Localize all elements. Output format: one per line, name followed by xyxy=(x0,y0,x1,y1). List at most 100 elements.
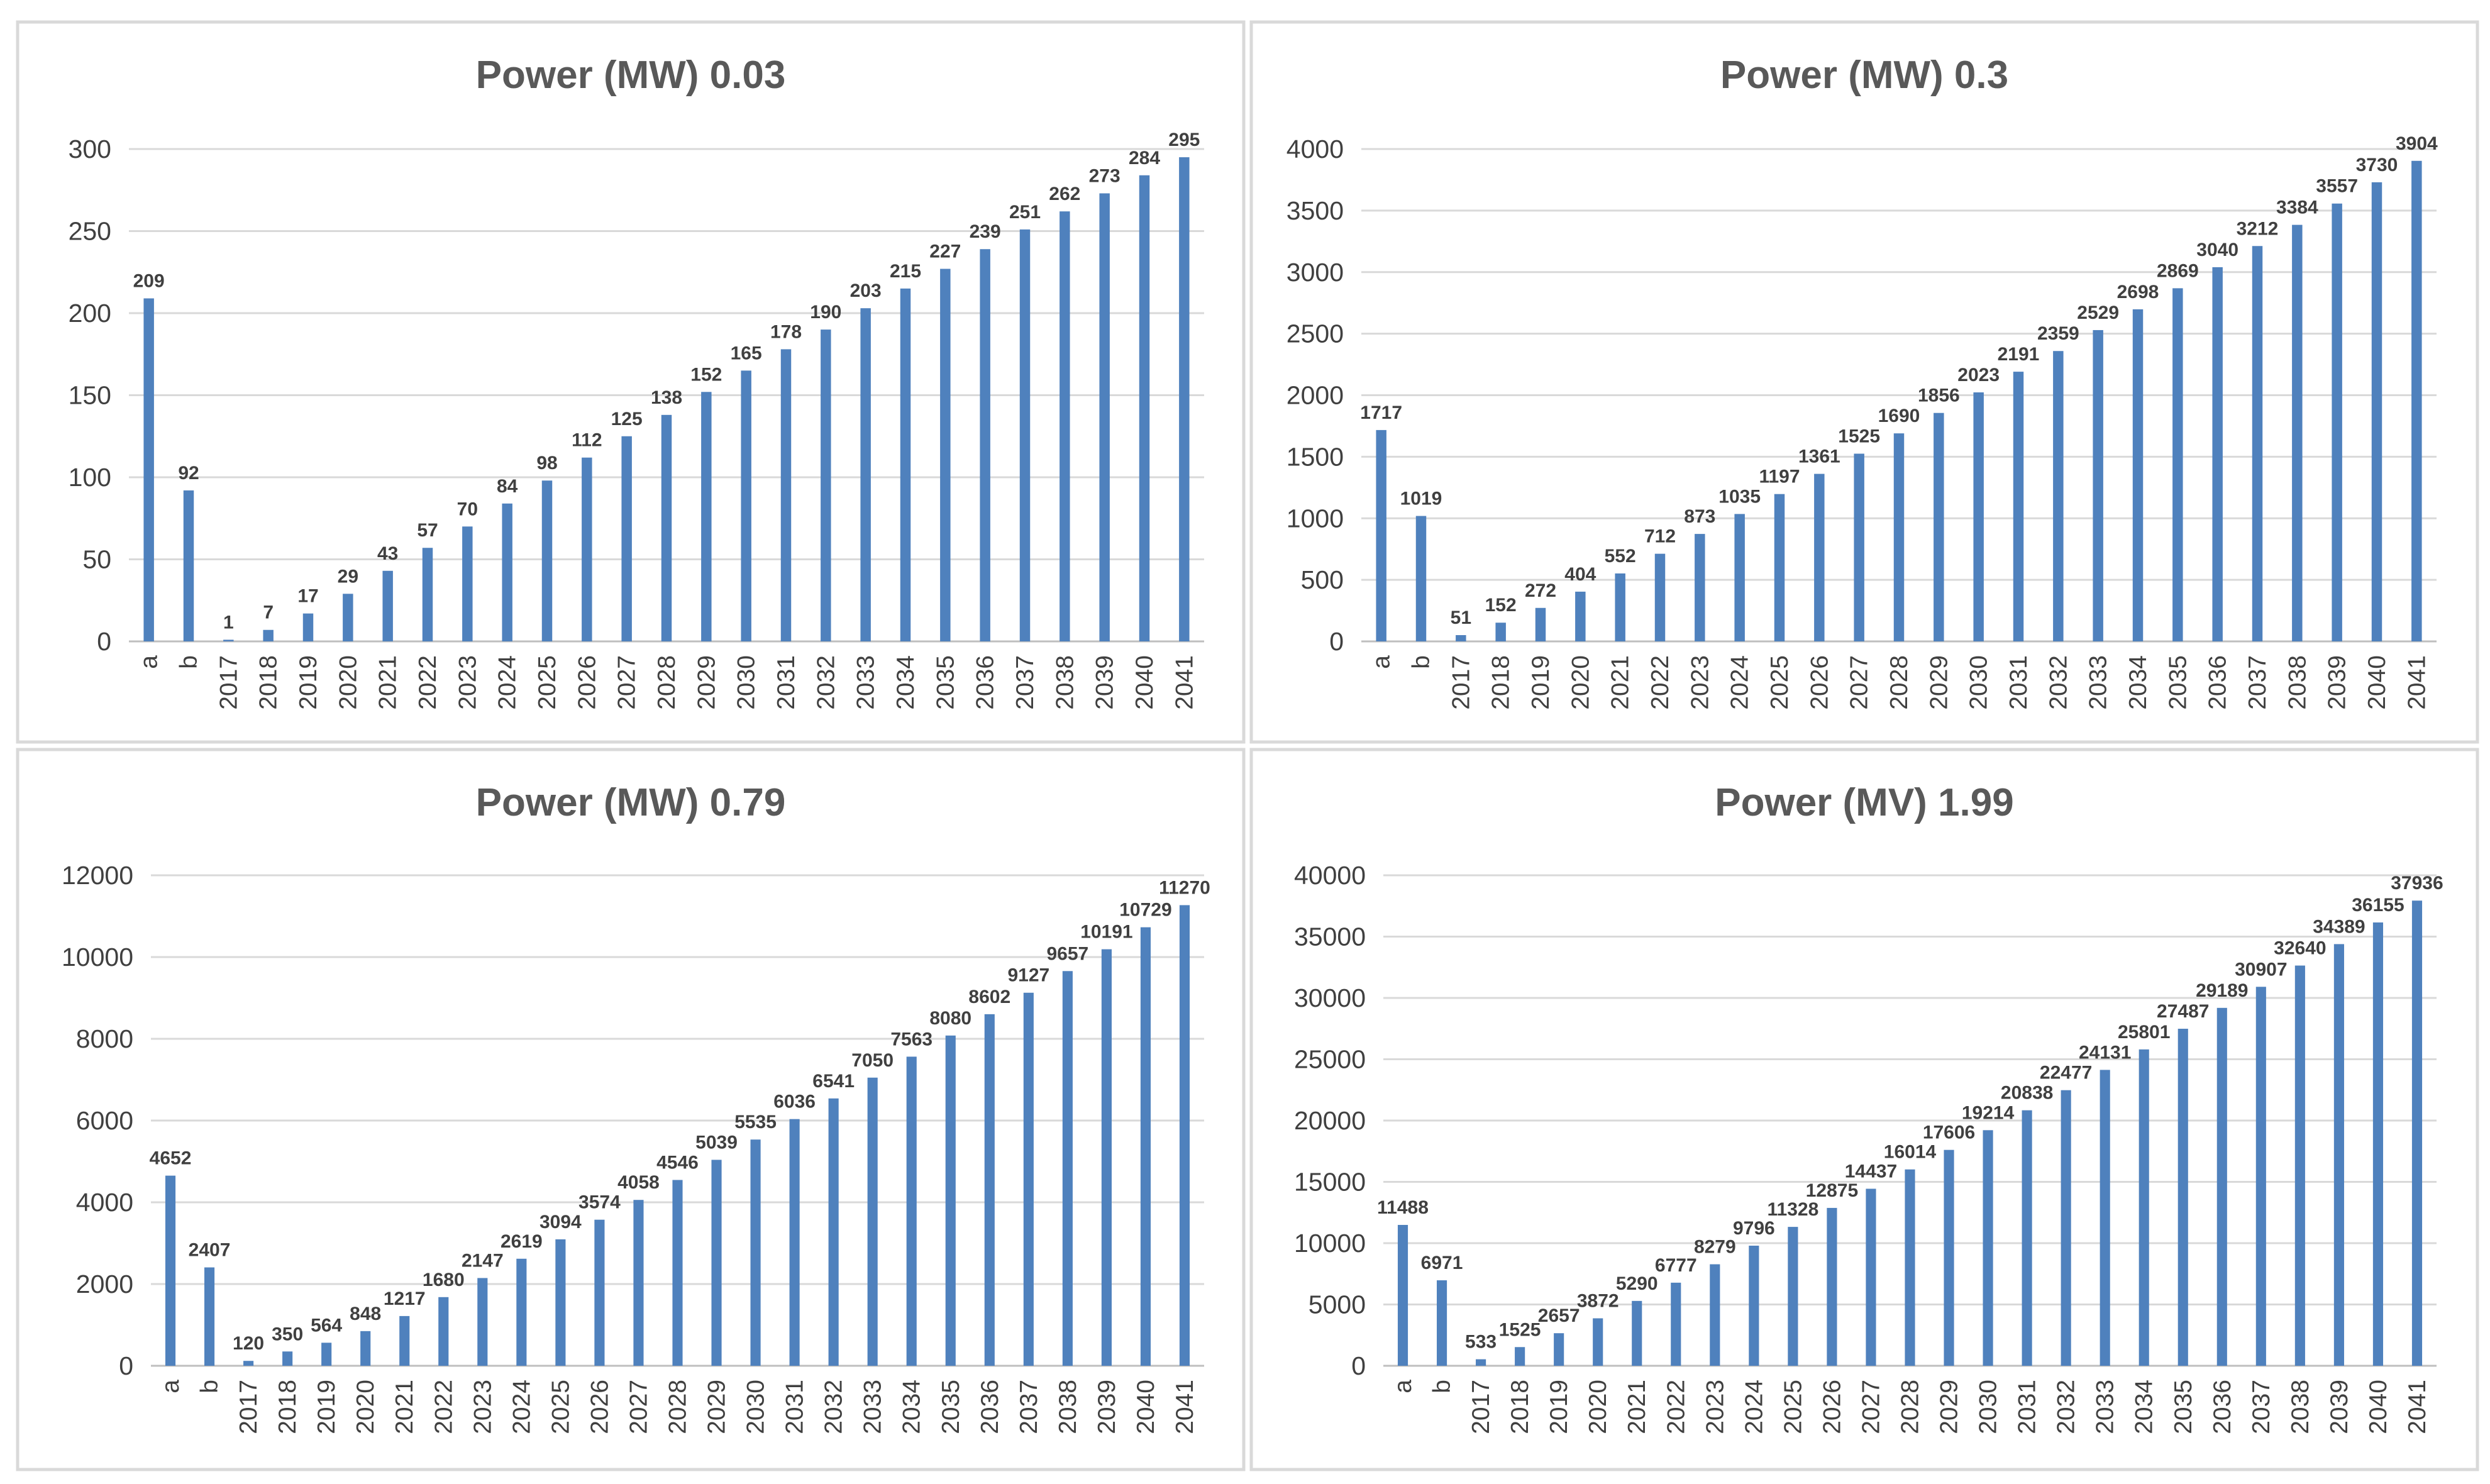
bar-2040 xyxy=(2372,922,2384,1366)
x-tick-label: 2021 xyxy=(391,1380,418,1434)
x-tick-label: 2019 xyxy=(313,1380,340,1434)
bar-2018 xyxy=(282,1351,293,1366)
x-tick-label: b xyxy=(196,1380,223,1393)
x-tick-label: 2040 xyxy=(1132,1380,1159,1434)
bar-2033 xyxy=(2093,329,2103,641)
x-tick-label: 2035 xyxy=(2164,655,2191,710)
x-tick-label: 2018 xyxy=(274,1380,301,1434)
chart-panel-border xyxy=(1249,748,2479,1471)
data-label: 3212 xyxy=(2237,218,2279,239)
x-tick-label: 2028 xyxy=(1897,1380,1924,1434)
x-tick-label: b xyxy=(175,655,202,669)
data-label: 29 xyxy=(338,566,358,587)
bar-2026 xyxy=(594,1219,605,1366)
bar-2027 xyxy=(1854,453,1864,641)
data-label: 3384 xyxy=(2276,197,2318,218)
data-label: 9796 xyxy=(1733,1218,1775,1239)
bar-2019 xyxy=(321,1343,332,1366)
x-tick-label: 2035 xyxy=(938,1380,965,1434)
y-tick-label: 10000 xyxy=(62,943,133,972)
data-label: 8080 xyxy=(929,1008,971,1029)
data-label: 2407 xyxy=(189,1240,231,1261)
bar-a xyxy=(165,1175,176,1366)
x-tick-label: 2024 xyxy=(1740,1380,1768,1434)
data-label: 6971 xyxy=(1421,1253,1463,1273)
y-tick-label: 250 xyxy=(69,217,111,246)
x-tick-label: 2036 xyxy=(977,1380,1004,1434)
bar-2035 xyxy=(940,269,951,641)
y-tick-label: 150 xyxy=(69,381,111,410)
chart-axes: 0 500 1000 1500 2000 2500 3000 3500 4000 1717 a 101… xyxy=(1286,133,2438,710)
y-tick-label: 40000 xyxy=(1294,861,1366,890)
data-label: 6777 xyxy=(1655,1255,1697,1276)
bar-2040 xyxy=(1139,175,1150,641)
x-tick-label: 2031 xyxy=(773,655,800,710)
x-tick-label: 2022 xyxy=(1663,1380,1690,1434)
bar-2025 xyxy=(541,480,553,641)
chart-axes: 0 5000 10000 15000 20000 25000 30000 35000 40000… xyxy=(1294,861,2443,1434)
bar-2031 xyxy=(2013,372,2024,641)
data-label: 215 xyxy=(890,261,921,282)
data-label: 190 xyxy=(810,302,841,323)
data-label: 5535 xyxy=(734,1112,777,1132)
data-label: 4546 xyxy=(656,1153,699,1173)
y-tick-label: 2000 xyxy=(76,1270,133,1298)
data-label: 138 xyxy=(651,387,682,408)
data-label: 7 xyxy=(263,602,274,623)
x-tick-label: 2019 xyxy=(1527,655,1554,710)
x-tick-label: 2018 xyxy=(255,655,282,710)
data-label: 5290 xyxy=(1616,1273,1658,1294)
bar-2037 xyxy=(2255,987,2266,1366)
x-tick-label: 2037 xyxy=(2248,1380,2275,1434)
bar-2037 xyxy=(2252,246,2263,642)
bar-2020 xyxy=(1575,591,1586,641)
data-label: 1361 xyxy=(1798,446,1840,467)
data-label: 273 xyxy=(1089,165,1120,186)
bar-2030 xyxy=(750,1139,761,1366)
bar-b xyxy=(183,490,194,641)
y-tick-label: 15000 xyxy=(1294,1168,1366,1197)
bar-2020 xyxy=(1593,1318,1603,1366)
x-tick-label: 2036 xyxy=(2205,655,2232,710)
bar-2024 xyxy=(516,1258,527,1366)
bar-2017 xyxy=(223,640,234,641)
y-tick-label: 8000 xyxy=(76,1024,133,1053)
x-tick-label: 2017 xyxy=(215,655,242,710)
bar-2024 xyxy=(502,503,512,641)
data-label: 8602 xyxy=(968,987,1010,1007)
data-label: 1035 xyxy=(1718,486,1761,507)
bar-2018 xyxy=(1515,1347,1525,1366)
y-tick-label: 3000 xyxy=(1286,258,1344,287)
y-tick-label: 2500 xyxy=(1286,319,1344,348)
data-label: 209 xyxy=(133,271,165,292)
y-tick-label: 4000 xyxy=(1286,135,1344,163)
x-tick-label: 2023 xyxy=(1686,655,1713,710)
data-label: 1717 xyxy=(1360,402,1402,423)
data-label: 284 xyxy=(1129,148,1160,169)
bar-2037 xyxy=(1023,992,1034,1366)
x-tick-label: 2033 xyxy=(860,1380,887,1434)
x-tick-label: 2028 xyxy=(665,1380,692,1434)
bar-2038 xyxy=(2294,965,2305,1366)
x-tick-label: 2019 xyxy=(295,655,322,710)
x-tick-label: 2027 xyxy=(1857,1380,1884,1434)
bar-2023 xyxy=(462,526,473,641)
data-label: 7563 xyxy=(890,1029,932,1049)
bar-2021 xyxy=(1632,1300,1642,1366)
bar-2025 xyxy=(1774,494,1785,641)
x-tick-label: 2032 xyxy=(812,655,839,710)
y-tick-label: 300 xyxy=(69,135,111,163)
x-tick-label: 2038 xyxy=(1054,1380,1082,1434)
bar-2031 xyxy=(789,1119,800,1366)
y-tick-label: 20000 xyxy=(1294,1106,1366,1135)
bar-2041 xyxy=(2411,160,2422,642)
data-label: 152 xyxy=(1485,595,1517,616)
x-tick-label: 2039 xyxy=(2326,1380,2353,1434)
data-label: 165 xyxy=(731,343,762,363)
data-label: 3872 xyxy=(1577,1290,1619,1311)
data-label: 9127 xyxy=(1007,965,1049,986)
y-tick-label: 25000 xyxy=(1294,1045,1366,1074)
y-tick-label: 30000 xyxy=(1294,983,1366,1012)
x-tick-label: 2025 xyxy=(547,1380,574,1434)
x-tick-label: 2027 xyxy=(614,655,641,710)
